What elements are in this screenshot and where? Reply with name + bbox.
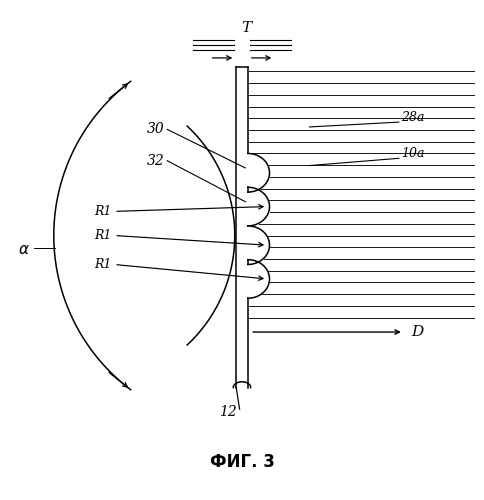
Text: 12: 12 xyxy=(219,404,236,418)
Text: ФИГ. 3: ФИГ. 3 xyxy=(210,454,274,471)
Text: 30: 30 xyxy=(147,122,165,136)
Text: 28a: 28a xyxy=(401,111,425,124)
Text: R1: R1 xyxy=(94,258,112,271)
Text: $\alpha$: $\alpha$ xyxy=(18,243,30,257)
Text: R1: R1 xyxy=(94,205,112,218)
Text: 10a: 10a xyxy=(401,147,425,160)
Text: D: D xyxy=(411,325,423,339)
Text: R1: R1 xyxy=(94,229,112,242)
Text: T: T xyxy=(242,21,252,35)
Text: 32: 32 xyxy=(147,154,165,168)
